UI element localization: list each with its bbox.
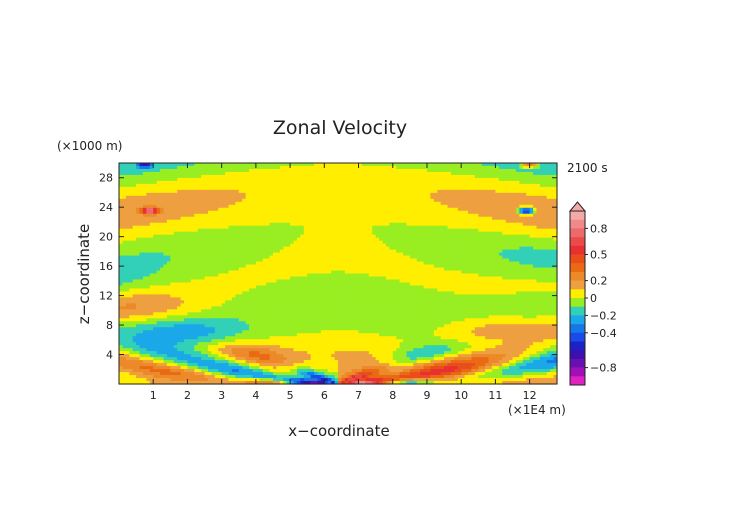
colorbar-label: 0.5 <box>590 249 608 262</box>
colorbar-extend-arrow <box>568 201 587 212</box>
colorbar-swatch <box>570 315 585 325</box>
x-tick-label: 5 <box>287 389 294 402</box>
colorbar-label: −0.4 <box>590 327 617 340</box>
colorbar-label: −0.8 <box>590 362 617 375</box>
x-tick-label: 4 <box>252 389 259 402</box>
x-tick-label: 7 <box>355 389 362 402</box>
x-axis-label: x−coordinate <box>288 422 389 440</box>
colorbar-swatch <box>570 358 585 368</box>
y-tick-label: 16 <box>99 260 113 273</box>
colorbar-swatch <box>570 367 585 377</box>
colorbar-label: 0.2 <box>590 275 608 288</box>
colorbar-swatch <box>570 306 585 316</box>
colorbar-swatch <box>570 254 585 264</box>
x-tick-label: 9 <box>423 389 430 402</box>
colorbar-label: 0.8 <box>590 222 608 235</box>
time-label: 2100 s <box>567 161 608 175</box>
x-unit-label: (×1E4 m) <box>508 403 566 417</box>
chart-title: Zonal Velocity <box>273 117 407 139</box>
colorbar: 0.8 0.5 0.2 0 −0.2 −0.4 −0.8 <box>568 201 617 386</box>
colorbar-label: 0 <box>590 292 597 305</box>
x-tick-label: 6 <box>321 389 328 402</box>
x-tick-label: 8 <box>389 389 396 402</box>
y-tick-label: 24 <box>99 201 113 214</box>
x-tick-label: 10 <box>454 389 468 402</box>
x-tick-label: 1 <box>150 389 157 402</box>
x-tick-label: 11 <box>488 389 502 402</box>
y-unit-label: (×1000 m) <box>57 139 122 153</box>
colorbar-swatch <box>570 289 585 299</box>
colorbar-swatch <box>570 332 585 342</box>
colorbar-swatch <box>570 350 585 360</box>
colorbar-swatch <box>570 245 585 255</box>
y-tick-label: 20 <box>99 231 113 244</box>
x-tick-label: 2 <box>184 389 191 402</box>
colorbar-swatch <box>570 219 585 229</box>
y-tick-label: 8 <box>106 319 113 332</box>
colorbar-swatch <box>570 263 585 273</box>
colorbar-swatch <box>570 271 585 281</box>
x-tick-label: 12 <box>523 389 537 402</box>
y-axis-label: z−coordinate <box>75 224 93 324</box>
velocity-field <box>119 163 558 385</box>
x-tick-label: 3 <box>218 389 225 402</box>
colorbar-label: −0.2 <box>590 309 617 322</box>
y-tick-label: 12 <box>99 290 113 303</box>
colorbar-swatch <box>570 341 585 351</box>
colorbar-swatch <box>570 298 585 307</box>
colorbar-swatch <box>570 228 585 238</box>
y-tick-label: 4 <box>106 349 113 362</box>
colorbar-swatch <box>570 280 585 290</box>
plot-frame <box>118 162 558 385</box>
colorbar-swatch <box>570 324 585 334</box>
colorbar-swatch <box>570 237 585 247</box>
colorbar-swatch <box>570 376 585 386</box>
y-tick-label: 28 <box>99 172 113 185</box>
colorbar-swatch <box>570 211 585 220</box>
